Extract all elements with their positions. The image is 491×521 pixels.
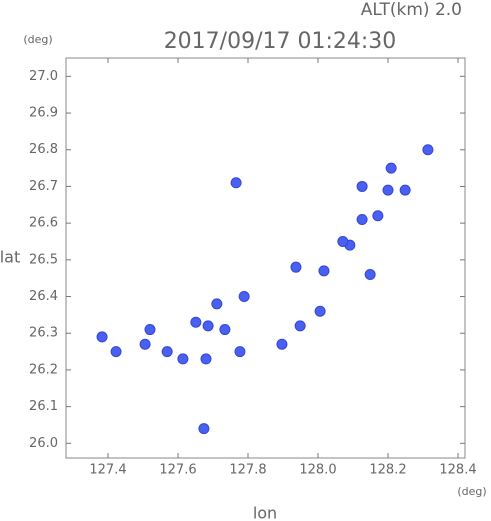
echo-cell: [161, 346, 173, 358]
chart-title: 2017/09/17 01:24:30: [164, 29, 397, 54]
y-tick-label: 26.1: [29, 399, 58, 414]
echo-cell: [211, 298, 223, 310]
echo-cell: [230, 177, 242, 189]
x-tick-label: 128.2: [369, 463, 406, 478]
echo-cell: [364, 269, 376, 281]
echo-cell: [356, 213, 368, 225]
y-tick-label: 26.3: [29, 326, 58, 341]
x-tick-label: 127.6: [159, 463, 196, 478]
echo-cell: [234, 346, 246, 358]
y-tick-label: 27.0: [29, 69, 58, 84]
echo-cell: [177, 353, 189, 365]
y-tick-label: 26.7: [29, 179, 58, 194]
echo-cell: [238, 291, 250, 303]
echo-cell: [372, 210, 384, 222]
echo-cell: [314, 305, 326, 317]
echo-cell: [200, 353, 212, 365]
x-tick-label: 128.4: [439, 463, 476, 478]
x-tick-label: 128.0: [299, 463, 336, 478]
echo-cell: [198, 423, 210, 435]
echo-cell: [356, 180, 368, 192]
altitude-label: ALT(km) 2.0: [361, 0, 462, 20]
y-tick-label: 26.9: [29, 106, 58, 121]
echo-cell: [110, 346, 122, 358]
echo-cell: [294, 320, 306, 332]
y-axis-label: lat: [0, 248, 20, 267]
echo-cell: [382, 184, 394, 196]
y-tick-label: 26.8: [29, 142, 58, 157]
echo-cell: [144, 324, 156, 336]
x-unit: (deg): [457, 485, 486, 498]
x-tick-label: 127.4: [89, 463, 126, 478]
echo-cell: [276, 338, 288, 350]
echo-cell: [139, 338, 151, 350]
echo-cell: [422, 144, 434, 156]
echo-cell: [290, 261, 302, 273]
echo-cell: [399, 184, 411, 196]
echo-cell: [385, 162, 397, 174]
y-tick-label: 26.5: [29, 252, 58, 267]
plot-frame: [65, 57, 466, 459]
y-tick-label: 26.4: [29, 289, 58, 304]
echo-cell: [202, 320, 214, 332]
echo-cell: [318, 265, 330, 277]
echo-cell: [96, 331, 108, 343]
x-tick-label: 127.8: [229, 463, 266, 478]
echo-cell: [190, 316, 202, 328]
y-unit: (deg): [23, 33, 52, 46]
y-tick-label: 26.2: [29, 362, 58, 377]
y-tick-label: 26.0: [29, 436, 58, 451]
echo-cell: [337, 235, 349, 247]
x-axis-label: lon: [253, 504, 277, 521]
echo-cell: [219, 324, 231, 336]
y-tick-label: 26.6: [29, 216, 58, 231]
